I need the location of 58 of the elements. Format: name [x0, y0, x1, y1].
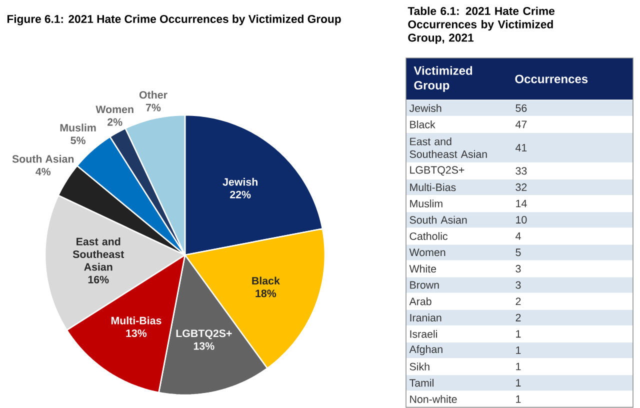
category-label: White	[409, 264, 436, 273]
text: Victimized Group	[414, 66, 472, 92]
data-label: 3	[516, 281, 521, 289]
data-label: 10	[516, 216, 527, 224]
category-label: South Asian	[410, 216, 467, 224]
slice-label: Black	[252, 276, 280, 285]
slice-label: Jewish	[222, 178, 258, 186]
data-label: 56	[516, 104, 527, 112]
data-label: 47	[516, 120, 527, 128]
data-label: 2%	[108, 118, 122, 126]
category-label: Non-white	[410, 395, 457, 404]
data-label: 5	[516, 248, 521, 256]
slice-label: Multi-Bias	[111, 316, 162, 324]
category-label: Tamil	[410, 378, 434, 387]
data-label: 3	[516, 264, 521, 272]
text: Occurrences	[515, 74, 588, 84]
category-label: Women	[409, 248, 446, 256]
data-label: 7%	[146, 104, 161, 112]
data-label: 33	[516, 167, 527, 175]
category-label: Iranian	[410, 314, 442, 322]
data-label: 1	[516, 395, 521, 403]
category-label: LGBTQ2S+	[410, 166, 464, 176]
data-label: 14	[516, 200, 527, 208]
category-label: Sikh	[410, 362, 430, 370]
data-label: 1	[516, 379, 521, 386]
data-label: 1	[516, 346, 521, 354]
category-label: Black	[410, 120, 436, 128]
data-label: 2	[516, 314, 521, 322]
data-label: 16%	[88, 276, 109, 284]
data-label: 13%	[194, 342, 214, 350]
data-label: 4	[516, 232, 521, 240]
data-label: 13%	[126, 329, 147, 338]
data-label: 2	[516, 298, 521, 306]
slice-label: East and Southeast Asian	[72, 238, 124, 271]
slice-label: Other	[139, 90, 168, 99]
category-label: Multi-Bias	[410, 183, 456, 192]
text: Table 6.1: 2021 Hate Crime Occurrences by Victimized Group, 2021	[408, 6, 554, 44]
slice-label: South Asian	[12, 154, 74, 163]
category-label: Catholic	[410, 232, 448, 240]
category-label: Brown	[410, 281, 439, 289]
chart-title: Figure 6.1: 2021 Hate Crime Occurrences by Victimized Group	[7, 14, 341, 26]
category-label: Arab	[409, 297, 432, 306]
data-label: 5%	[70, 136, 86, 144]
data-label: 1	[516, 330, 521, 338]
data-label: 22%	[230, 190, 251, 198]
data-label: 18%	[256, 290, 276, 298]
slice-label: Women	[96, 106, 134, 114]
category-label: Jewish	[409, 104, 442, 112]
category-label: Israeli	[410, 330, 438, 338]
slice-label: LGBTQ2S+	[176, 330, 232, 340]
data-label: 4%	[36, 168, 51, 176]
category-label: Muslim	[410, 200, 442, 208]
slice-label: Muslim	[60, 124, 96, 132]
data-label: 1	[516, 362, 521, 370]
category-label: Afghan	[409, 345, 442, 356]
data-label: 32	[516, 183, 527, 191]
category-label: East and Southeast Asian	[410, 137, 487, 158]
data-label: 41	[516, 144, 527, 152]
